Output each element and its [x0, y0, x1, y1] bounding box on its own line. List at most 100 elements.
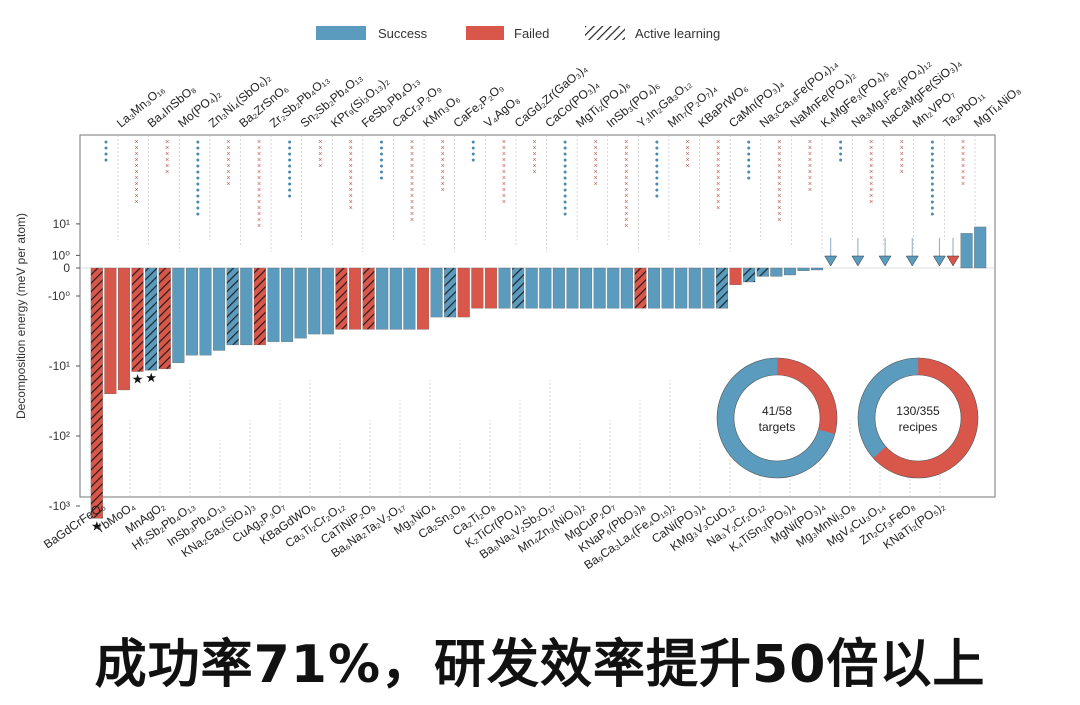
star-marker: ★ — [132, 372, 144, 387]
failed-recipe-mark: × — [410, 145, 414, 152]
failed-recipe-mark: × — [685, 139, 689, 146]
bar — [688, 267, 701, 309]
success-recipe-mark: ● — [930, 151, 934, 158]
failed-recipe-mark: × — [900, 157, 904, 164]
success-recipe-mark: ● — [655, 181, 659, 188]
bar — [661, 267, 674, 309]
y-tick-label: -10² — [49, 429, 70, 443]
y-axis-label: Decomposition energy (meV per atom) — [14, 213, 28, 419]
success-recipe-mark: ● — [655, 139, 659, 146]
success-recipe-mark: ● — [196, 139, 200, 146]
failed-recipe-mark: × — [808, 169, 812, 176]
failed-recipe-mark: × — [777, 175, 781, 182]
success-recipe-mark: ● — [288, 139, 292, 146]
legend: Success Failed Active learning — [316, 26, 720, 41]
failed-recipe-mark: × — [410, 211, 414, 218]
failed-recipe-mark: × — [869, 193, 873, 200]
bar — [471, 267, 484, 309]
failed-recipe-mark: × — [441, 151, 445, 158]
bar — [308, 267, 321, 335]
success-recipe-mark: ● — [563, 211, 567, 218]
failed-recipe-mark: × — [594, 169, 598, 176]
failed-recipe-mark: × — [532, 157, 536, 164]
success-recipe-mark: ● — [655, 193, 659, 200]
success-recipe-mark: ● — [930, 187, 934, 194]
success-recipe-mark: ● — [196, 157, 200, 164]
success-recipe-mark: ● — [838, 139, 842, 146]
failed-recipe-mark: × — [318, 157, 322, 164]
failed-recipe-mark: × — [257, 139, 261, 146]
failed-recipe-mark: × — [624, 217, 628, 224]
donut-outer-ring — [716, 357, 838, 479]
bar — [797, 267, 810, 271]
failed-recipe-mark: × — [624, 151, 628, 158]
failed-recipe-mark: × — [257, 169, 261, 176]
success-recipe-mark: ● — [655, 187, 659, 194]
star-marker: ★ — [91, 518, 103, 533]
success-recipe-mark: ● — [747, 139, 751, 146]
failed-recipe-mark: × — [349, 145, 353, 152]
success-recipe-mark: ● — [930, 211, 934, 218]
failed-recipe-mark: × — [441, 157, 445, 164]
success-recipe-mark: ● — [747, 151, 751, 158]
failed-recipe-mark: × — [226, 157, 230, 164]
bar — [783, 267, 796, 276]
failed-recipe-mark: × — [441, 181, 445, 188]
success-recipe-mark: ● — [471, 139, 475, 146]
failed-recipe-mark: × — [961, 163, 965, 170]
y-tick-label: 10¹ — [53, 217, 70, 231]
failed-recipe-mark: × — [135, 193, 139, 200]
bar — [702, 267, 715, 309]
failed-recipe-mark: × — [961, 157, 965, 164]
failed-recipe-mark: × — [349, 175, 353, 182]
success-recipe-mark: ● — [838, 145, 842, 152]
failed-recipe-mark: × — [777, 211, 781, 218]
success-recipe-mark: ● — [838, 151, 842, 158]
success-recipe-mark: ● — [104, 151, 108, 158]
failed-recipe-mark: × — [685, 145, 689, 152]
donut-inner — [733, 374, 821, 462]
success-recipe-mark: ● — [563, 145, 567, 152]
failed-recipe-mark: × — [318, 145, 322, 152]
legend-label-failed: Failed — [514, 26, 549, 41]
bar — [213, 267, 226, 351]
bar — [172, 267, 185, 363]
failed-recipe-mark: × — [624, 211, 628, 218]
failed-recipe-mark: × — [257, 187, 261, 194]
success-recipe-mark: ● — [471, 151, 475, 158]
failed-recipe-mark: × — [808, 187, 812, 194]
failed-recipe-mark: × — [594, 175, 598, 182]
failed-recipe-mark: × — [532, 145, 536, 152]
success-recipe-mark: ● — [196, 181, 200, 188]
bar — [158, 267, 171, 370]
failed-recipe-mark: × — [716, 163, 720, 170]
bar — [552, 267, 565, 309]
success-recipe-mark: ● — [563, 181, 567, 188]
bar — [960, 233, 973, 269]
failed-recipe-mark: × — [624, 193, 628, 200]
success-recipe-mark: ● — [563, 193, 567, 200]
success-recipe-mark: ● — [196, 199, 200, 206]
arrow-marker — [851, 255, 865, 267]
bar — [634, 267, 647, 309]
success-recipe-mark: ● — [930, 181, 934, 188]
bar — [715, 267, 728, 309]
failed-recipe-mark: × — [869, 151, 873, 158]
success-recipe-mark: ● — [838, 157, 842, 164]
bar — [648, 267, 661, 309]
bar — [770, 267, 783, 277]
bar — [525, 267, 538, 309]
bar — [376, 267, 389, 330]
failed-recipe-mark: × — [777, 217, 781, 224]
failed-recipe-mark: × — [594, 181, 598, 188]
failed-recipe-mark: × — [410, 157, 414, 164]
failed-recipe-mark: × — [961, 151, 965, 158]
failed-recipe-mark: × — [257, 181, 261, 188]
bar — [484, 267, 497, 309]
success-recipe-mark: ● — [563, 157, 567, 164]
failed-recipe-mark: × — [716, 175, 720, 182]
success-recipe-mark: ● — [471, 145, 475, 152]
bar — [729, 267, 742, 285]
bar — [199, 267, 212, 356]
failed-recipe-mark: × — [900, 145, 904, 152]
